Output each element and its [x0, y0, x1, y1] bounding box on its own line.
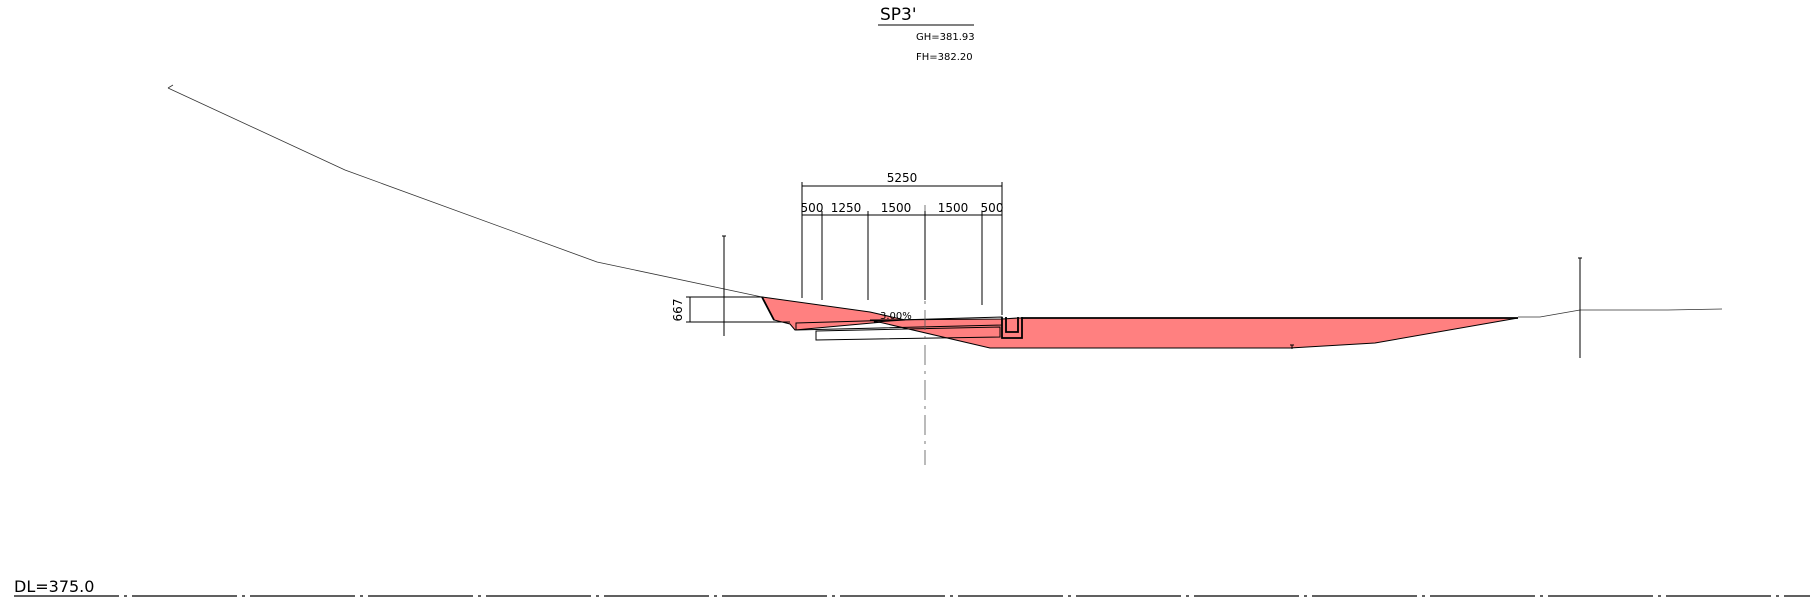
sub-dimensions: 500 1250 1500 1500 500	[801, 201, 1004, 305]
datum-label: DL=375.0	[14, 577, 94, 596]
side-ditch	[1001, 317, 1023, 339]
ground-line-left-tick	[167, 84, 174, 89]
ground-line-left	[167, 87, 906, 321]
height-dimension: 667	[671, 296, 790, 323]
ground-line-right	[1518, 308, 1723, 318]
slope-leader	[873, 319, 906, 323]
overall-dimension: 5250	[801, 171, 1003, 315]
height-dimension-label: 667	[671, 299, 685, 322]
dim-part-1: 500	[801, 201, 824, 215]
overall-dimension-label: 5250	[887, 171, 918, 185]
fill-area-main	[869, 317, 1519, 349]
ground-height-label: GH=381.93	[916, 32, 975, 43]
dim-part-5: 500	[981, 201, 1004, 215]
formation-height-label: FH=382.20	[916, 52, 973, 63]
dim-part-3: 1500	[881, 201, 912, 215]
dim-part-4: 1500	[938, 201, 969, 215]
pavement-layer-lower	[815, 326, 1001, 341]
slope-edge	[761, 296, 775, 321]
slope-label: 3.00%	[880, 311, 912, 322]
section-title: SP3'	[880, 5, 917, 25]
dim-part-2: 1250	[831, 201, 862, 215]
